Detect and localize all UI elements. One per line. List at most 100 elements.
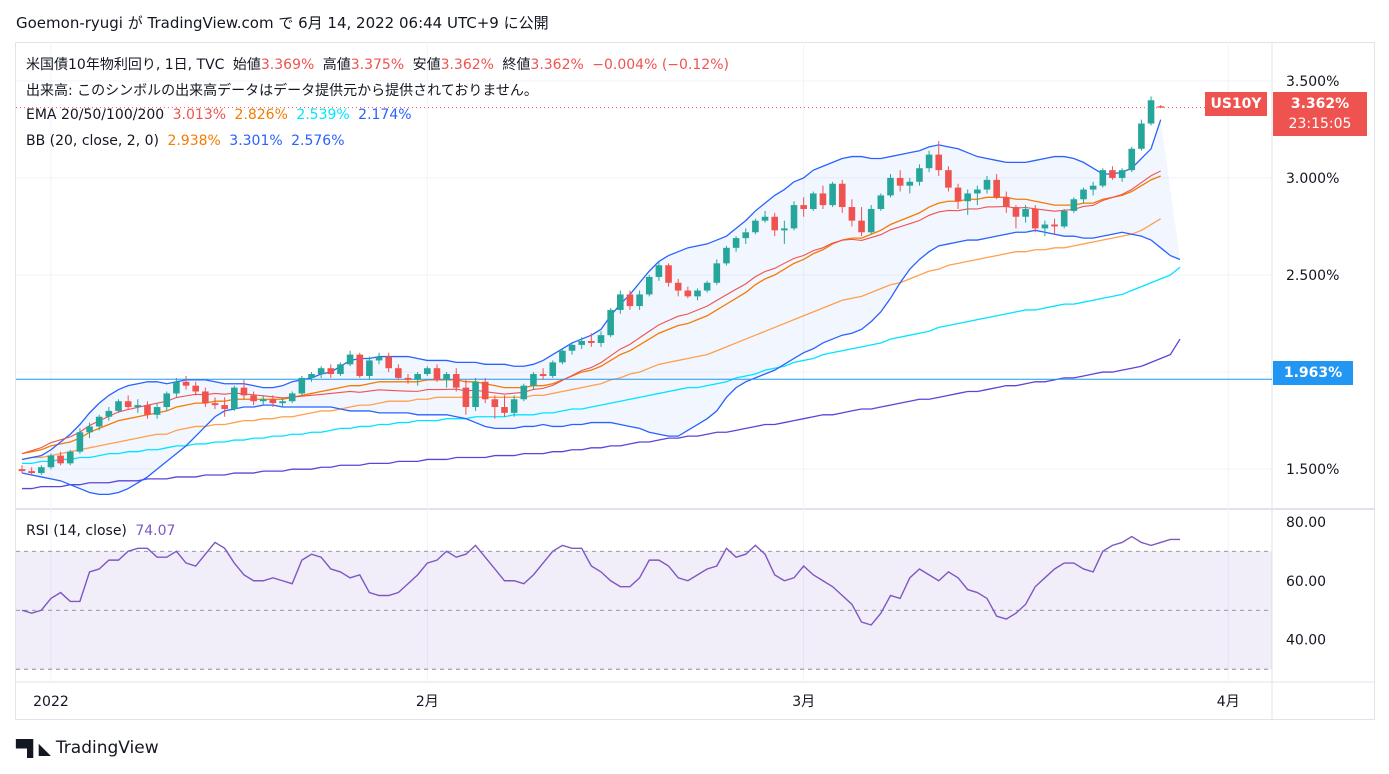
rsi-tick-label: 40.00 [1286, 633, 1326, 649]
candle-body [144, 405, 151, 415]
candle-body [1031, 208, 1039, 229]
candle-body [645, 276, 653, 295]
legend-ema-label: EMA 20/50/100/200 [26, 107, 165, 123]
candle-body [906, 181, 914, 186]
rsi-tick-label: 60.00 [1286, 574, 1326, 590]
candle-body [95, 416, 103, 427]
candle-body [404, 377, 412, 380]
candle-body [858, 220, 865, 233]
price-tick-label: 3.000% [1286, 171, 1339, 187]
candle-body [771, 216, 778, 231]
footer-brand[interactable]: ▀▌◣ TradingView [16, 738, 159, 758]
candle-body [838, 183, 846, 208]
legend-bb: BB (20, close, 2, 0) 2.938% 3.301% 2.576… [26, 133, 349, 149]
legend-rsi-value: 74.07 [135, 523, 176, 539]
candle-body [134, 405, 142, 408]
hline-price-tag: 1.963% [1273, 361, 1353, 385]
legend-symbol-name: 米国債10年物利回り, 1日, TVC [26, 57, 225, 73]
price-tick-label: 3.500% [1286, 74, 1339, 90]
candle-body [1060, 210, 1068, 227]
candle-body [298, 377, 306, 394]
candle-body [983, 179, 991, 190]
time-tick-label: 2月 [416, 694, 439, 710]
candle-body [240, 387, 248, 396]
candle-body [636, 294, 643, 307]
candle-body [327, 368, 335, 375]
ema100-line [22, 266, 1181, 464]
candle-body [703, 282, 711, 291]
candle-body [800, 205, 807, 209]
candle-body [954, 187, 962, 202]
candle-body [28, 471, 35, 474]
candle-body [462, 387, 470, 408]
candle-body [848, 207, 856, 221]
legend-ema: EMA 20/50/100/200 3.013% 2.826% 2.539% 2… [26, 107, 416, 123]
legend-high-label: 高値 [322, 57, 351, 73]
candle-body [124, 401, 132, 408]
candle-body [221, 405, 228, 409]
candle-body [452, 374, 460, 388]
candle-body [626, 294, 634, 307]
candle-body [674, 282, 682, 291]
bb-fill [22, 119, 1180, 495]
publish-header: Goemon-ryugi が TradingView.com で 6月 14, … [16, 14, 549, 32]
candle-body [433, 368, 441, 380]
candle-body [578, 341, 585, 345]
candle-body [752, 220, 759, 233]
legend-ohlc: 米国債10年物利回り, 1日, TVC 始値3.369% 高値3.375% 安値… [26, 54, 733, 74]
candle-body [607, 309, 614, 336]
candle-body [993, 179, 1000, 198]
candle-body [1089, 185, 1097, 190]
chart-frame [15, 42, 1375, 720]
candle-body [790, 205, 798, 229]
candle-body [501, 407, 508, 413]
footer-brand-label: TradingView [55, 738, 159, 758]
candle-body [163, 393, 171, 408]
candle-body [742, 232, 750, 239]
candle-body [810, 193, 817, 209]
candle-body [559, 350, 566, 363]
legend-rsi-label: RSI (14, close) [26, 523, 127, 539]
legend-bb-label: BB (20, close, 2, 0) [26, 133, 159, 149]
candle-body [182, 381, 190, 386]
ema200-line [22, 338, 1181, 490]
legend-low-value: 3.362% [440, 57, 494, 73]
time-tick-label: 4月 [1217, 694, 1240, 710]
candle-body [472, 381, 479, 408]
candle-body [713, 263, 721, 283]
candle-body [1138, 123, 1145, 149]
rsi-tick-label: 80.00 [1286, 515, 1326, 531]
candle-body [617, 294, 624, 310]
candle-body [47, 455, 55, 468]
bb-basis-line [21, 170, 1161, 455]
candle-body [1022, 208, 1029, 217]
candle-body [684, 290, 692, 297]
candle-body [732, 238, 740, 248]
candle-body [597, 335, 605, 343]
candle-body [694, 290, 701, 297]
legend-close-label: 終値 [502, 57, 531, 73]
candle-body [665, 265, 672, 283]
candle-body [250, 395, 257, 402]
candle-body [1080, 189, 1087, 200]
ema50-line [21, 218, 1162, 461]
candle-body [269, 399, 277, 404]
candle-body [896, 177, 904, 186]
time-tick-label: 3月 [792, 694, 815, 710]
legend-ema200-value: 2.174% [358, 107, 412, 123]
candle-body [308, 374, 315, 378]
candle-body [375, 356, 383, 361]
candle-body [38, 467, 45, 474]
candle-body [1070, 199, 1078, 211]
candle-body [1128, 148, 1136, 171]
legend-volume-note: 出来高: このシンボルの出来高データはデータ提供元から提供されておりません。 [26, 83, 538, 99]
candle-body [761, 216, 769, 221]
candle-body [974, 189, 981, 194]
candle-body [1109, 170, 1116, 178]
last-price-tag: 3.362% 23:15:05 [1273, 92, 1367, 136]
candle-body [153, 407, 161, 415]
candle-body [945, 170, 952, 188]
candle-body [66, 451, 74, 464]
price-tick-label: 2.500% [1286, 268, 1339, 284]
